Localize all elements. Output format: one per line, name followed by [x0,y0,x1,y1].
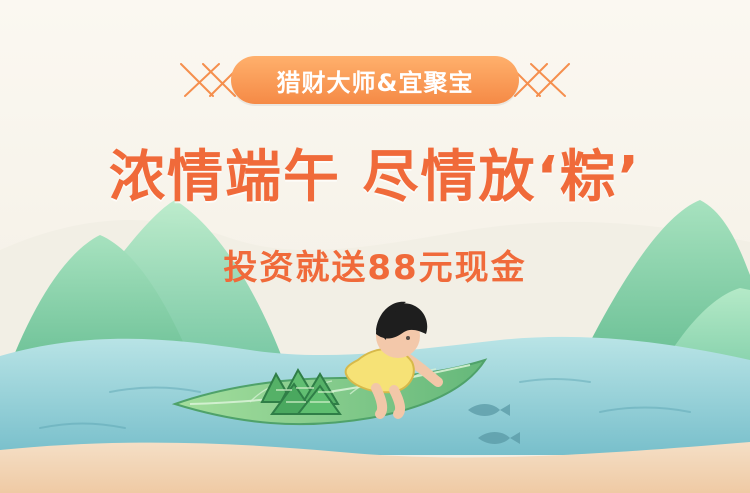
girl-icon [344,301,443,419]
zongzi-icon [260,367,342,415]
banner-headline: 浓情端午 尽情放‘粽’ [108,145,642,210]
brand-badge-text: 猎财大师&宜聚宝 [276,68,474,97]
banner-subline: 投资就送88元现金 [223,248,527,288]
deco-lines-icon [180,63,570,97]
fish-icon [468,404,520,444]
water-ripples [39,378,691,429]
brand-badge: 猎财大师&宜聚宝 [231,56,519,104]
